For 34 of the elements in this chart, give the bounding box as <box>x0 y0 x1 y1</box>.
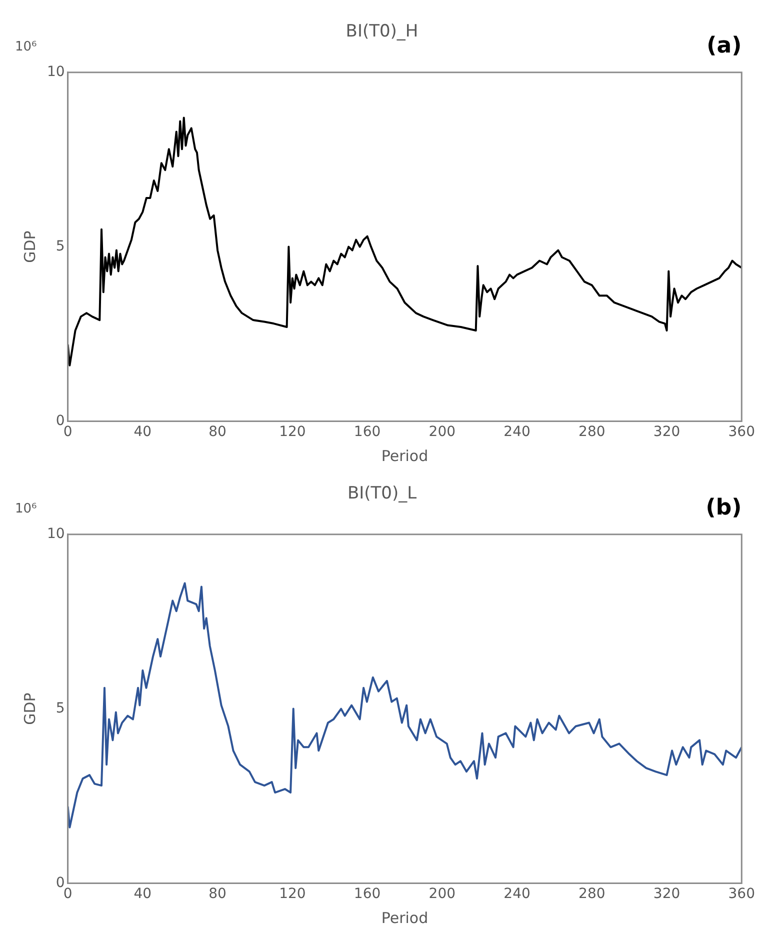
y-tick-label: 0 <box>56 874 65 891</box>
y-tick-label: 5 <box>56 238 65 254</box>
x-tick-label: 120 <box>279 424 306 440</box>
x-tick-label: 40 <box>134 424 152 440</box>
x-tick-label: 160 <box>354 424 381 440</box>
x-tick-label: 160 <box>354 886 381 902</box>
x-tick-label: 280 <box>578 424 606 440</box>
chart-title: BI(T0)_L <box>347 484 418 504</box>
x-tick-label: 360 <box>728 886 756 902</box>
x-tick-label: 240 <box>504 424 530 440</box>
x-tick-label: 120 <box>279 886 306 902</box>
x-tick-label: 280 <box>578 886 606 902</box>
x-tick-label: 240 <box>504 886 530 902</box>
text: (b) <box>706 495 742 520</box>
x-tick-label: 360 <box>728 424 756 440</box>
y-tick-label: 10 <box>46 526 65 542</box>
x-tick-label: 200 <box>428 424 456 440</box>
x-tick-label: 320 <box>653 886 680 902</box>
text: 10⁶ <box>14 39 37 54</box>
x-tick-label: 80 <box>208 424 226 440</box>
y-tick-label: 5 <box>56 700 65 716</box>
text: 10⁶ <box>14 501 37 516</box>
x-axis-title: Period <box>381 908 428 927</box>
chart-title: BI(T0)_H <box>346 22 418 42</box>
x-tick-label: 80 <box>208 886 226 902</box>
y-tick-label: 0 <box>56 412 65 429</box>
y-axis-title: GDP <box>20 230 39 263</box>
x-tick-label: 320 <box>653 424 680 440</box>
y-axis-title: GDP <box>20 692 39 725</box>
x-tick-label: 40 <box>134 886 152 902</box>
text: (a) <box>706 33 742 58</box>
x-tick-label: 200 <box>428 886 456 902</box>
x-axis-title: Period <box>381 446 428 465</box>
y-tick-label: 10 <box>46 64 65 80</box>
